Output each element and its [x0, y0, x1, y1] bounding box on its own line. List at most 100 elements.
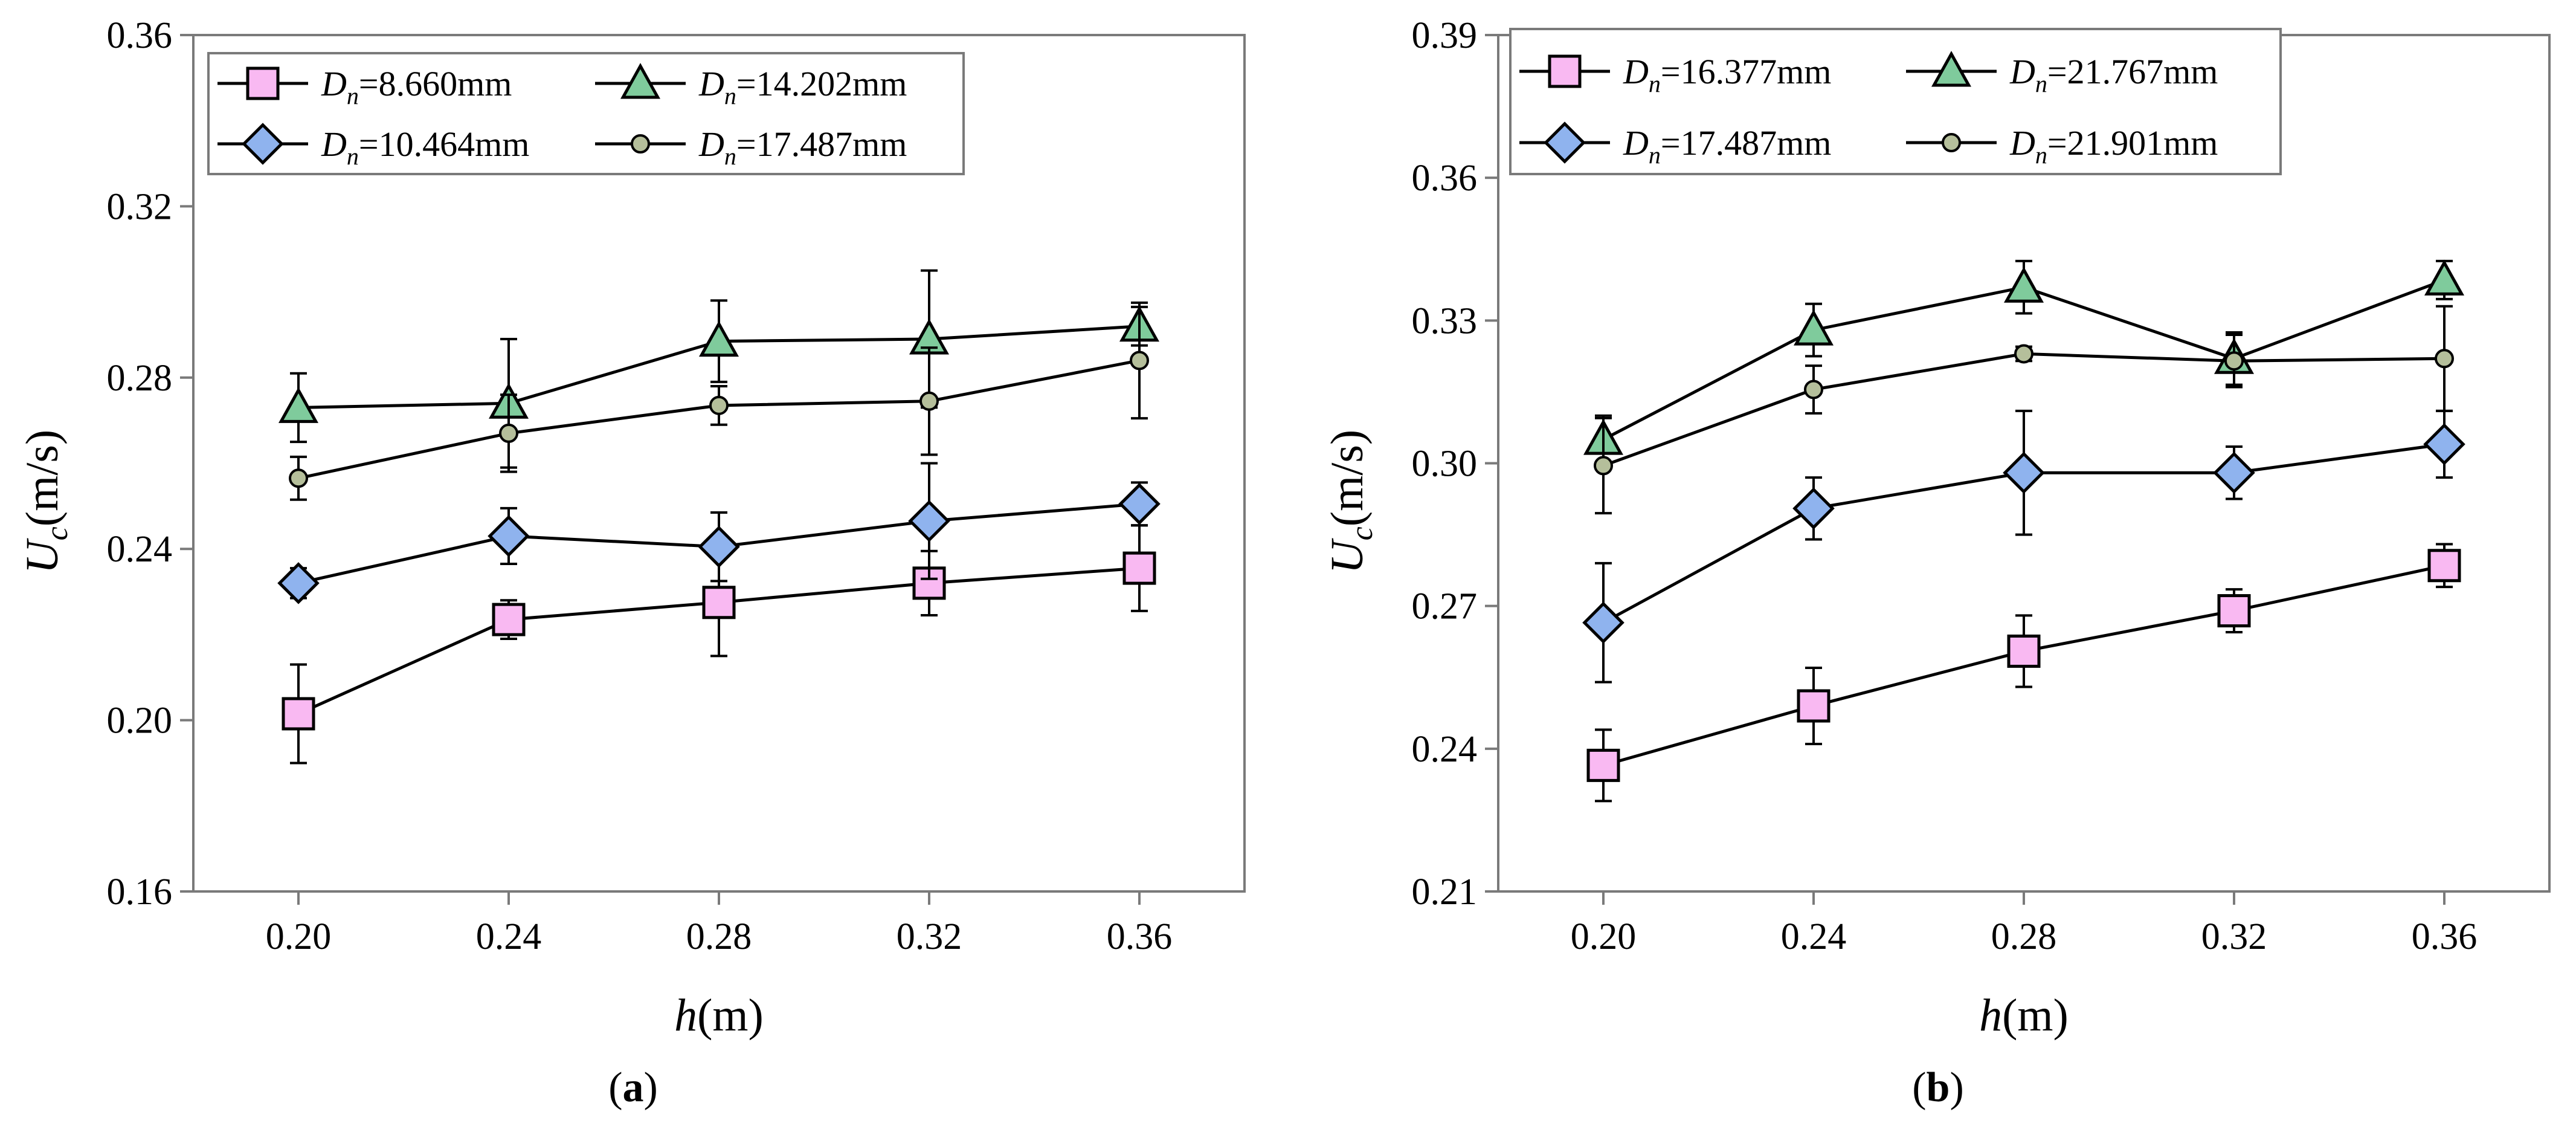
- data-point: [2014, 344, 2033, 364]
- data-point: [702, 586, 736, 619]
- legend-entry: Dn=17.487mm: [1519, 121, 1831, 169]
- x-tick-label: 0.20: [1571, 916, 1637, 957]
- legend-marker: [1931, 51, 1971, 87]
- panel-b: 0.20 0.24 0.28 0.32 0.36 0.21 0.24 0.27 0.30 0.33…: [1322, 15, 2551, 1111]
- panel-label-a: (a): [608, 1064, 658, 1111]
- data-point: [1594, 456, 1613, 476]
- legend-marker: [631, 134, 650, 154]
- y-tick-label: 0.20: [107, 700, 173, 742]
- x-tick-label: 0.28: [686, 916, 752, 957]
- y-tick-label: 0.28: [107, 358, 173, 399]
- x-tick-label: 0.32: [2201, 916, 2267, 957]
- x-tick-label: 0.20: [266, 916, 332, 957]
- panel-a: 0.20 0.24 0.28 0.32 0.36 0.16 0.20 0.24 0.28 0.32…: [17, 15, 1246, 1111]
- data-point: [698, 525, 740, 568]
- data-point: [1792, 487, 1835, 530]
- y-tick-label: 0.27: [1412, 586, 1478, 627]
- data-point: [2003, 451, 2045, 494]
- legend-label: Dn=14.202mm: [698, 64, 907, 109]
- legend-marker: [246, 66, 280, 100]
- y-tick-label: 0.33: [1412, 300, 1478, 341]
- x-tick-label: 0.36: [2412, 916, 2478, 957]
- data-point: [1122, 551, 1156, 585]
- data-point: [1804, 380, 1823, 399]
- y-tick-label: 0.16: [107, 872, 173, 913]
- data-point: [492, 603, 526, 636]
- data-point: [289, 468, 308, 488]
- data-point: [1586, 748, 1620, 782]
- data-point: [919, 391, 939, 411]
- y-tick-label: 0.24: [1412, 729, 1478, 770]
- series-1: [1582, 409, 2465, 684]
- data-point: [2424, 259, 2464, 296]
- legend-entry: Dn=21.767mm: [1906, 51, 2218, 97]
- legend-label: Dn=10.464mm: [321, 125, 529, 170]
- legend-label: Dn=16.377mm: [1623, 52, 1831, 97]
- series-3: [289, 301, 1149, 501]
- data-point: [277, 562, 320, 604]
- x-tick-label: 0.28: [1991, 916, 2057, 957]
- legend-entry: Dn=14.202mm: [595, 63, 907, 109]
- data-point: [1118, 483, 1161, 525]
- panel-label-b: (b): [1912, 1064, 1964, 1111]
- legend-entry: Dn=16.377mm: [1519, 52, 1831, 97]
- data-point: [282, 697, 315, 731]
- series-1: [277, 462, 1161, 604]
- series-3: [1594, 305, 2454, 515]
- x-tick-label: 0.24: [1781, 916, 1847, 957]
- legend-entry: Dn=8.660mm: [217, 64, 512, 109]
- data-point: [2423, 423, 2465, 465]
- data-point: [1582, 601, 1624, 644]
- legend-entry: Dn=10.464mm: [217, 123, 529, 170]
- y-tick-label: 0.24: [107, 529, 173, 570]
- legend-a: Dn=8.660mm Dn=14.202mm Dn=10.464mm Dn=17…: [207, 52, 965, 175]
- data-point: [709, 395, 729, 415]
- y-tick-label: 0.39: [1412, 15, 1478, 56]
- y-tick-label: 0.30: [1412, 444, 1478, 485]
- plot-area-a: 0.20 0.24 0.28 0.32 0.36 0.16 0.20 0.24 0.28 0.32…: [107, 15, 1246, 957]
- data-point: [499, 423, 518, 443]
- data-point: [488, 515, 530, 557]
- legend-marker: [1548, 54, 1582, 88]
- legend-marker: [242, 123, 284, 165]
- x-tick-label: 0.32: [897, 916, 962, 957]
- plot-area-b: 0.20 0.24 0.28 0.32 0.36 0.21 0.24 0.27 0.30 0.33…: [1412, 15, 2551, 957]
- legend-box: [207, 52, 965, 175]
- legend-label: Dn=17.487mm: [1623, 123, 1831, 169]
- data-point: [2007, 634, 2041, 668]
- series-2: [279, 269, 1159, 469]
- y-axis-title-b: Uc(m/s): [1322, 430, 1379, 574]
- y-tick-label: 0.21: [1412, 872, 1478, 913]
- legend-marker: [1544, 121, 1586, 164]
- legend-label: Dn=17.487mm: [698, 125, 907, 170]
- y-tick-label: 0.36: [107, 15, 173, 56]
- data-point: [2427, 549, 2461, 583]
- y-tick-label: 0.36: [1412, 158, 1478, 199]
- legend-marker: [1942, 133, 1961, 152]
- legend-entry: Dn=21.901mm: [1906, 123, 2218, 169]
- x-tick-label: 0.24: [476, 916, 542, 957]
- x-axis-title-b: h(m): [1979, 990, 2069, 1041]
- legend-box: [1509, 28, 2282, 175]
- data-point: [2213, 451, 2255, 494]
- data-point: [699, 320, 739, 357]
- x-tick-label: 0.36: [1107, 916, 1173, 957]
- y-tick-label: 0.32: [107, 186, 173, 227]
- legend-marker: [620, 63, 660, 99]
- data-point: [279, 387, 318, 423]
- data-point: [908, 500, 950, 542]
- legend-label: Dn=21.901mm: [2009, 123, 2218, 169]
- data-point: [2004, 267, 2044, 303]
- data-point: [2217, 594, 2251, 628]
- series-0: [1586, 543, 2461, 803]
- data-point: [1130, 351, 1149, 370]
- y-axis-title-a: Uc(m/s): [17, 430, 74, 574]
- x-axis-title-a: h(m): [674, 990, 764, 1041]
- data-point: [2435, 349, 2454, 369]
- data-point: [2224, 351, 2244, 371]
- legend-label: Dn=8.660mm: [321, 64, 512, 109]
- data-point: [1797, 689, 1831, 723]
- legend-label: Dn=21.767mm: [2009, 52, 2218, 97]
